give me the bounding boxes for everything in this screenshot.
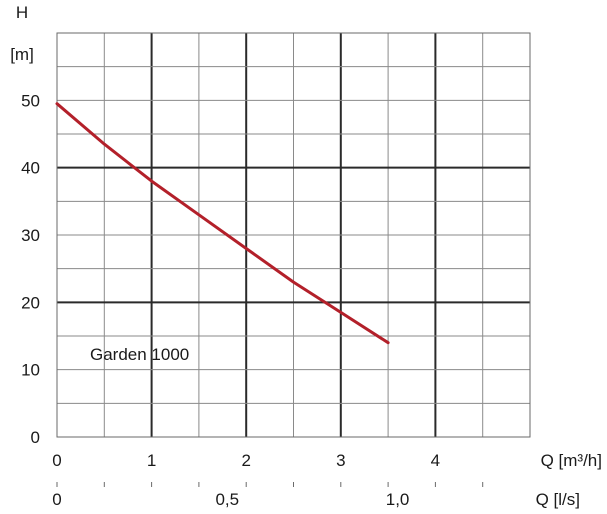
y-tick-label: 30 <box>21 226 40 245</box>
x-secondary-tick-label: 1,0 <box>386 490 410 509</box>
x-secondary-tick-label: 0,5 <box>215 490 239 509</box>
y-tick-label: 20 <box>21 293 40 312</box>
y-axis-symbol: H <box>16 3 28 22</box>
x-axis-title-primary: Q [m³/h] <box>541 451 602 470</box>
x-axis-title-secondary: Q [l/s] <box>536 490 580 509</box>
series-line <box>55 102 390 345</box>
grid <box>56 32 531 438</box>
label-layer: H [m] Q [m³/h] Q [l/s] Garden 1000 01020… <box>10 3 602 509</box>
x-tick-label: 3 <box>336 451 345 470</box>
x-tick-label: 1 <box>147 451 156 470</box>
y-tick-label: 40 <box>21 159 40 178</box>
y-tick-label: 50 <box>21 91 40 110</box>
x-tick-label: 2 <box>241 451 250 470</box>
x-secondary-tick-label: 0 <box>52 490 61 509</box>
series-label: Garden 1000 <box>90 345 189 364</box>
curve-layer <box>55 102 390 345</box>
plot-frame <box>56 32 531 438</box>
x-tick-label: 4 <box>431 451 440 470</box>
y-tick-label: 10 <box>21 361 40 380</box>
y-tick-label: 0 <box>31 428 40 447</box>
x-tick-label: 0 <box>52 451 61 470</box>
y-axis-unit: [m] <box>10 45 34 64</box>
